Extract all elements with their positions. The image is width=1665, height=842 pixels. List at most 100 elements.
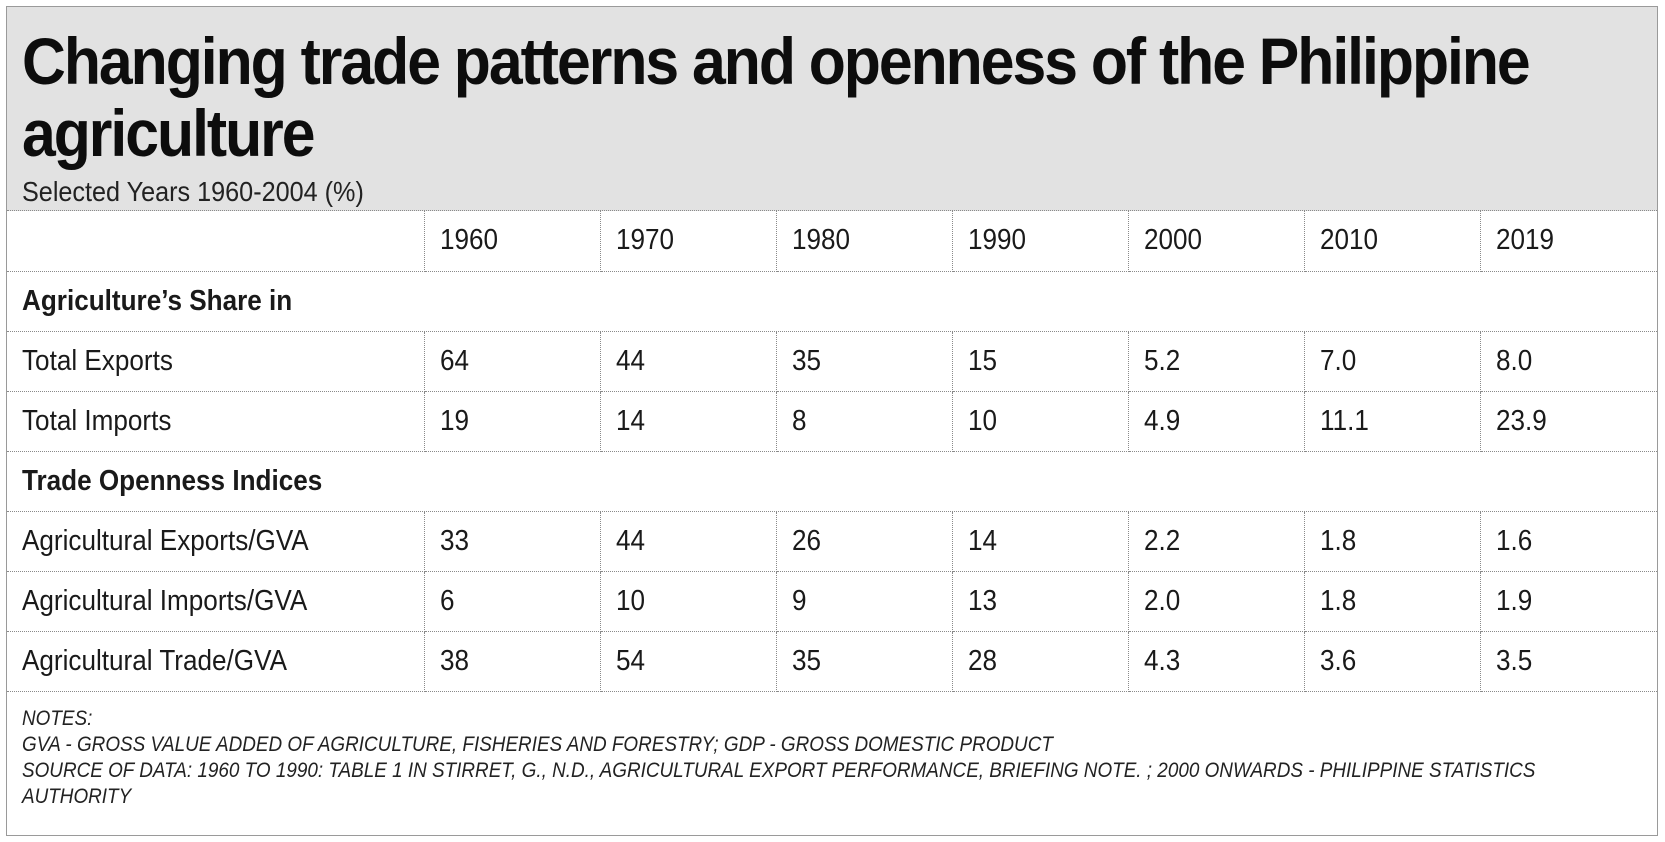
value-cell-text: 44: [615, 524, 645, 557]
value-cell-text: 44: [615, 344, 645, 377]
year-header-cell-text: 1960: [439, 224, 498, 257]
year-header-cell: 1960: [424, 211, 601, 272]
header-panel: Changing trade patterns and openness of …: [7, 7, 1657, 211]
value-cell: 8.0: [1480, 331, 1657, 392]
value-cell-text: 14: [615, 404, 645, 437]
value-cell: 4.9: [1128, 391, 1306, 452]
value-cell-text: 1.6: [1496, 524, 1533, 557]
value-cell: 35: [776, 331, 953, 392]
chart-title: Changing trade patterns and openness of …: [22, 24, 1531, 170]
header-corner-cell: [7, 211, 425, 272]
value-cell: 1.6: [1480, 511, 1657, 572]
table-card: Changing trade patterns and openness of …: [6, 6, 1658, 836]
value-cell-text: 2.2: [1144, 524, 1181, 557]
value-cell-text: 15: [967, 344, 997, 377]
year-header-cell: 2010: [1304, 211, 1482, 272]
value-cell-text: 33: [439, 524, 469, 557]
value-cell-text: 54: [615, 644, 645, 677]
value-cell-text: 19: [439, 404, 469, 437]
value-cell-text: 11.1: [1320, 404, 1370, 437]
table-row: Agricultural Trade/GVA 38 54 35 28 4.3 3.6 3.5: [7, 631, 1657, 692]
value-cell-text: 14: [967, 524, 997, 557]
row-label-text: Total Exports: [22, 344, 173, 377]
value-cell-text: 26: [791, 524, 821, 557]
value-cell: 15: [952, 331, 1130, 392]
value-cell: 2.2: [1128, 511, 1306, 572]
value-cell-text: 8.0: [1496, 344, 1533, 377]
row-label-text: Agricultural Imports/GVA: [22, 584, 308, 617]
value-cell-text: 5.2: [1144, 344, 1181, 377]
value-cell: 1.8: [1304, 571, 1482, 632]
value-cell: 3.5: [1480, 631, 1657, 692]
section-header-row: Trade Openness Indices: [7, 451, 1657, 512]
value-cell: 19: [424, 391, 601, 452]
value-cell: 5.2: [1128, 331, 1306, 392]
value-cell: 14: [952, 511, 1130, 572]
value-cell-text: 1.8: [1320, 524, 1357, 557]
year-header-cell: 1970: [600, 211, 777, 272]
year-header-cell-text: 1970: [615, 224, 674, 257]
chart-subtitle: Selected Years 1960-2004 (%): [22, 176, 364, 207]
notes-source: SOURCE OF DATA: 1960 TO 1990: TABLE 1 IN…: [22, 758, 1536, 808]
year-header-cell-text: 2019: [1496, 224, 1555, 257]
section-header-row: Agriculture’s Share in: [7, 271, 1657, 332]
value-cell-text: 23.9: [1496, 404, 1548, 437]
value-cell-text: 8: [791, 404, 807, 437]
value-cell-text: 35: [791, 644, 821, 677]
value-cell: 1.8: [1304, 511, 1482, 572]
value-cell: 7.0: [1304, 331, 1482, 392]
row-label: Agricultural Exports/GVA: [7, 511, 425, 572]
year-header-cell-text: 1980: [791, 224, 850, 257]
year-header-cell: 1990: [952, 211, 1130, 272]
value-cell: 33: [424, 511, 601, 572]
section-heading-text: Trade Openness Indices: [22, 464, 323, 497]
table-row: Total Imports 19 14 8 10 4.9 11.1 23.9: [7, 391, 1657, 452]
value-cell-text: 10: [615, 584, 645, 617]
data-table: 1960 1970 1980 1990 2000 2010 2019 Agriculture’…: [7, 211, 1657, 692]
value-cell: 64: [424, 331, 601, 392]
value-cell: 54: [600, 631, 777, 692]
value-cell: 14: [600, 391, 777, 452]
value-cell-text: 64: [439, 344, 469, 377]
value-cell-text: 35: [791, 344, 821, 377]
value-cell-text: 9: [791, 584, 807, 617]
row-label-text: Total Imports: [22, 404, 172, 437]
value-cell: 35: [776, 631, 953, 692]
year-header-row: 1960 1970 1980 1990 2000 2010 2019: [7, 211, 1657, 272]
year-header-cell: 1980: [776, 211, 953, 272]
value-cell-text: 38: [439, 644, 469, 677]
value-cell: 6: [424, 571, 601, 632]
value-cell-text: 3.6: [1320, 644, 1357, 677]
value-cell: 28: [952, 631, 1130, 692]
row-label: Agricultural Trade/GVA: [7, 631, 425, 692]
value-cell: 13: [952, 571, 1130, 632]
value-cell: 1.9: [1480, 571, 1657, 632]
notes-block: NOTES: GVA - GROSS VALUE ADDED OF AGRICU…: [7, 692, 1657, 810]
value-cell: 44: [600, 511, 777, 572]
year-header-cell-text: 1990: [967, 224, 1026, 257]
value-cell: 38: [424, 631, 601, 692]
row-label-text: Agricultural Exports/GVA: [22, 524, 309, 557]
value-cell-text: 7.0: [1320, 344, 1357, 377]
row-label-text: Agricultural Trade/GVA: [22, 644, 287, 677]
value-cell-text: 1.9: [1496, 584, 1533, 617]
value-cell: 4.3: [1128, 631, 1306, 692]
section-heading-text: Agriculture’s Share in: [22, 284, 293, 317]
row-label: Agricultural Imports/GVA: [7, 571, 425, 632]
value-cell: 10: [952, 391, 1130, 452]
value-cell-text: 13: [967, 584, 997, 617]
value-cell-text: 4.3: [1144, 644, 1181, 677]
value-cell-text: 3.5: [1496, 644, 1533, 677]
value-cell-text: 6: [439, 584, 455, 617]
value-cell: 3.6: [1304, 631, 1482, 692]
value-cell-text: 4.9: [1144, 404, 1181, 437]
notes-definition: GVA - GROSS VALUE ADDED OF AGRICULTURE, …: [22, 732, 1053, 756]
value-cell: 23.9: [1480, 391, 1657, 452]
section-heading: Agriculture’s Share in: [7, 271, 1657, 332]
value-cell: 9: [776, 571, 953, 632]
value-cell: 44: [600, 331, 777, 392]
value-cell-text: 2.0: [1144, 584, 1181, 617]
table-row: Agricultural Imports/GVA 6 10 9 13 2.0 1.8 1.9: [7, 571, 1657, 632]
value-cell: 8: [776, 391, 953, 452]
year-header-cell: 2019: [1480, 211, 1657, 272]
